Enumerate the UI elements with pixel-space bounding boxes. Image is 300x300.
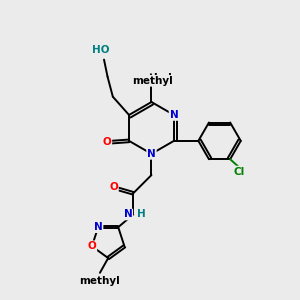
Text: methyl: methyl	[133, 76, 173, 86]
Text: N: N	[124, 209, 132, 220]
Text: N: N	[169, 110, 178, 120]
Text: N: N	[147, 149, 156, 159]
Text: O: O	[109, 182, 118, 191]
Text: HO: HO	[92, 45, 110, 55]
Text: methyl: methyl	[80, 276, 120, 286]
Text: methyl: methyl	[131, 74, 172, 83]
Text: O: O	[103, 137, 111, 147]
Text: N: N	[94, 222, 103, 232]
Text: H: H	[137, 209, 146, 220]
Text: O: O	[88, 241, 96, 251]
Text: Cl: Cl	[233, 167, 244, 177]
